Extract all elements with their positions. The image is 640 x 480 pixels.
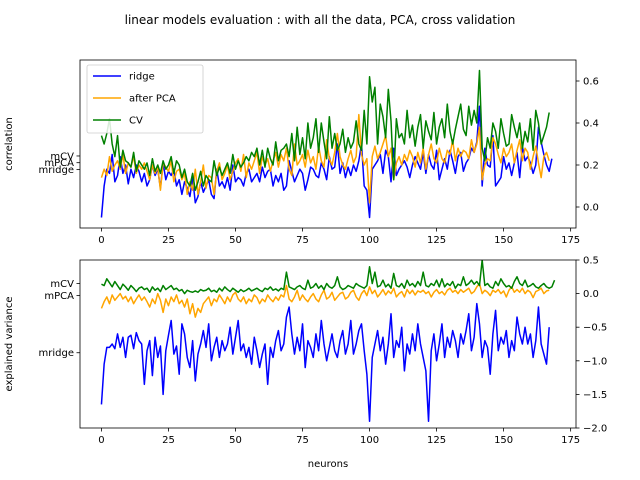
right-y-tick-label: 0.0 [583, 289, 599, 300]
x-tick-label: 25 [162, 235, 175, 246]
legend-entry-label: after PCA [129, 94, 176, 105]
x-tick-label: 50 [229, 435, 242, 446]
x-tick-label: 75 [296, 235, 309, 246]
left-y-tick-label-mcv: mCV [50, 279, 74, 290]
plot-frame [79, 59, 577, 229]
series-line-after-pca [100, 282, 550, 318]
x-tick-label: 100 [360, 435, 379, 446]
legend-entry-label: ridge [129, 72, 155, 83]
right-y-tick-label: −1.5 [583, 390, 607, 401]
left-y-tick-label-mridge: mridge [39, 348, 74, 359]
figure-title: linear models evaluation : with all the … [125, 13, 516, 27]
left-y-tick-label-mpca: mPCA [44, 158, 74, 169]
right-y-tick-label: −1.0 [583, 356, 607, 367]
series-line-ridge [100, 302, 550, 423]
right-y-tick-label: 0.0 [583, 203, 599, 214]
explained-variance-panel: 0 25 50 75 100 125 150 175 0.5 0.0 −0.5 −1.0 −1.5 −2.… [4, 256, 607, 471]
series-line-cv [100, 69, 550, 191]
left-y-tick-label-mridge: mridge [39, 165, 74, 176]
plot-frame [79, 259, 577, 429]
x-tick-label: 25 [162, 435, 175, 446]
x-tick-label: 0 [98, 435, 104, 446]
left-y-tick-label-mpca: mPCA [44, 291, 74, 302]
x-tick-label: 125 [427, 235, 446, 246]
y-axis-label: explained variance [4, 297, 15, 392]
series-group [100, 69, 553, 219]
x-tick-label: 0 [98, 235, 104, 246]
right-y-tick-label: 0.6 [583, 77, 599, 88]
right-y-tick-label: 0.5 [583, 256, 599, 267]
x-tick-label: 150 [494, 235, 513, 246]
right-y-tick-label: 0.4 [583, 119, 599, 130]
right-y-tick-label: 0.2 [583, 161, 599, 172]
series-line-cv [101, 260, 556, 295]
right-y-tick-label: −0.5 [583, 323, 607, 334]
series-group [100, 260, 556, 423]
x-tick-label: 125 [427, 435, 446, 446]
left-y-tick-label-mcv: mCV [50, 151, 74, 162]
right-y-tick-label: −2.0 [583, 424, 607, 435]
y-axis-label: correlation [4, 117, 15, 171]
x-tick-label: 175 [561, 235, 580, 246]
legend: ridge after PCA CV [86, 64, 204, 134]
x-tick-label: 150 [494, 435, 513, 446]
x-axis-label: neurons [308, 459, 348, 470]
x-tick-label: 100 [360, 235, 379, 246]
x-tick-label: 175 [561, 435, 580, 446]
x-tick-label: 50 [229, 235, 242, 246]
correlation-panel: 0 25 50 75 100 125 150 175 0.0 0.2 0.4 0.6 mCVmPCAmr… [4, 59, 599, 246]
x-tick-label: 75 [296, 435, 309, 446]
legend-box [86, 64, 204, 134]
legend-entry-label: CV [129, 116, 143, 127]
